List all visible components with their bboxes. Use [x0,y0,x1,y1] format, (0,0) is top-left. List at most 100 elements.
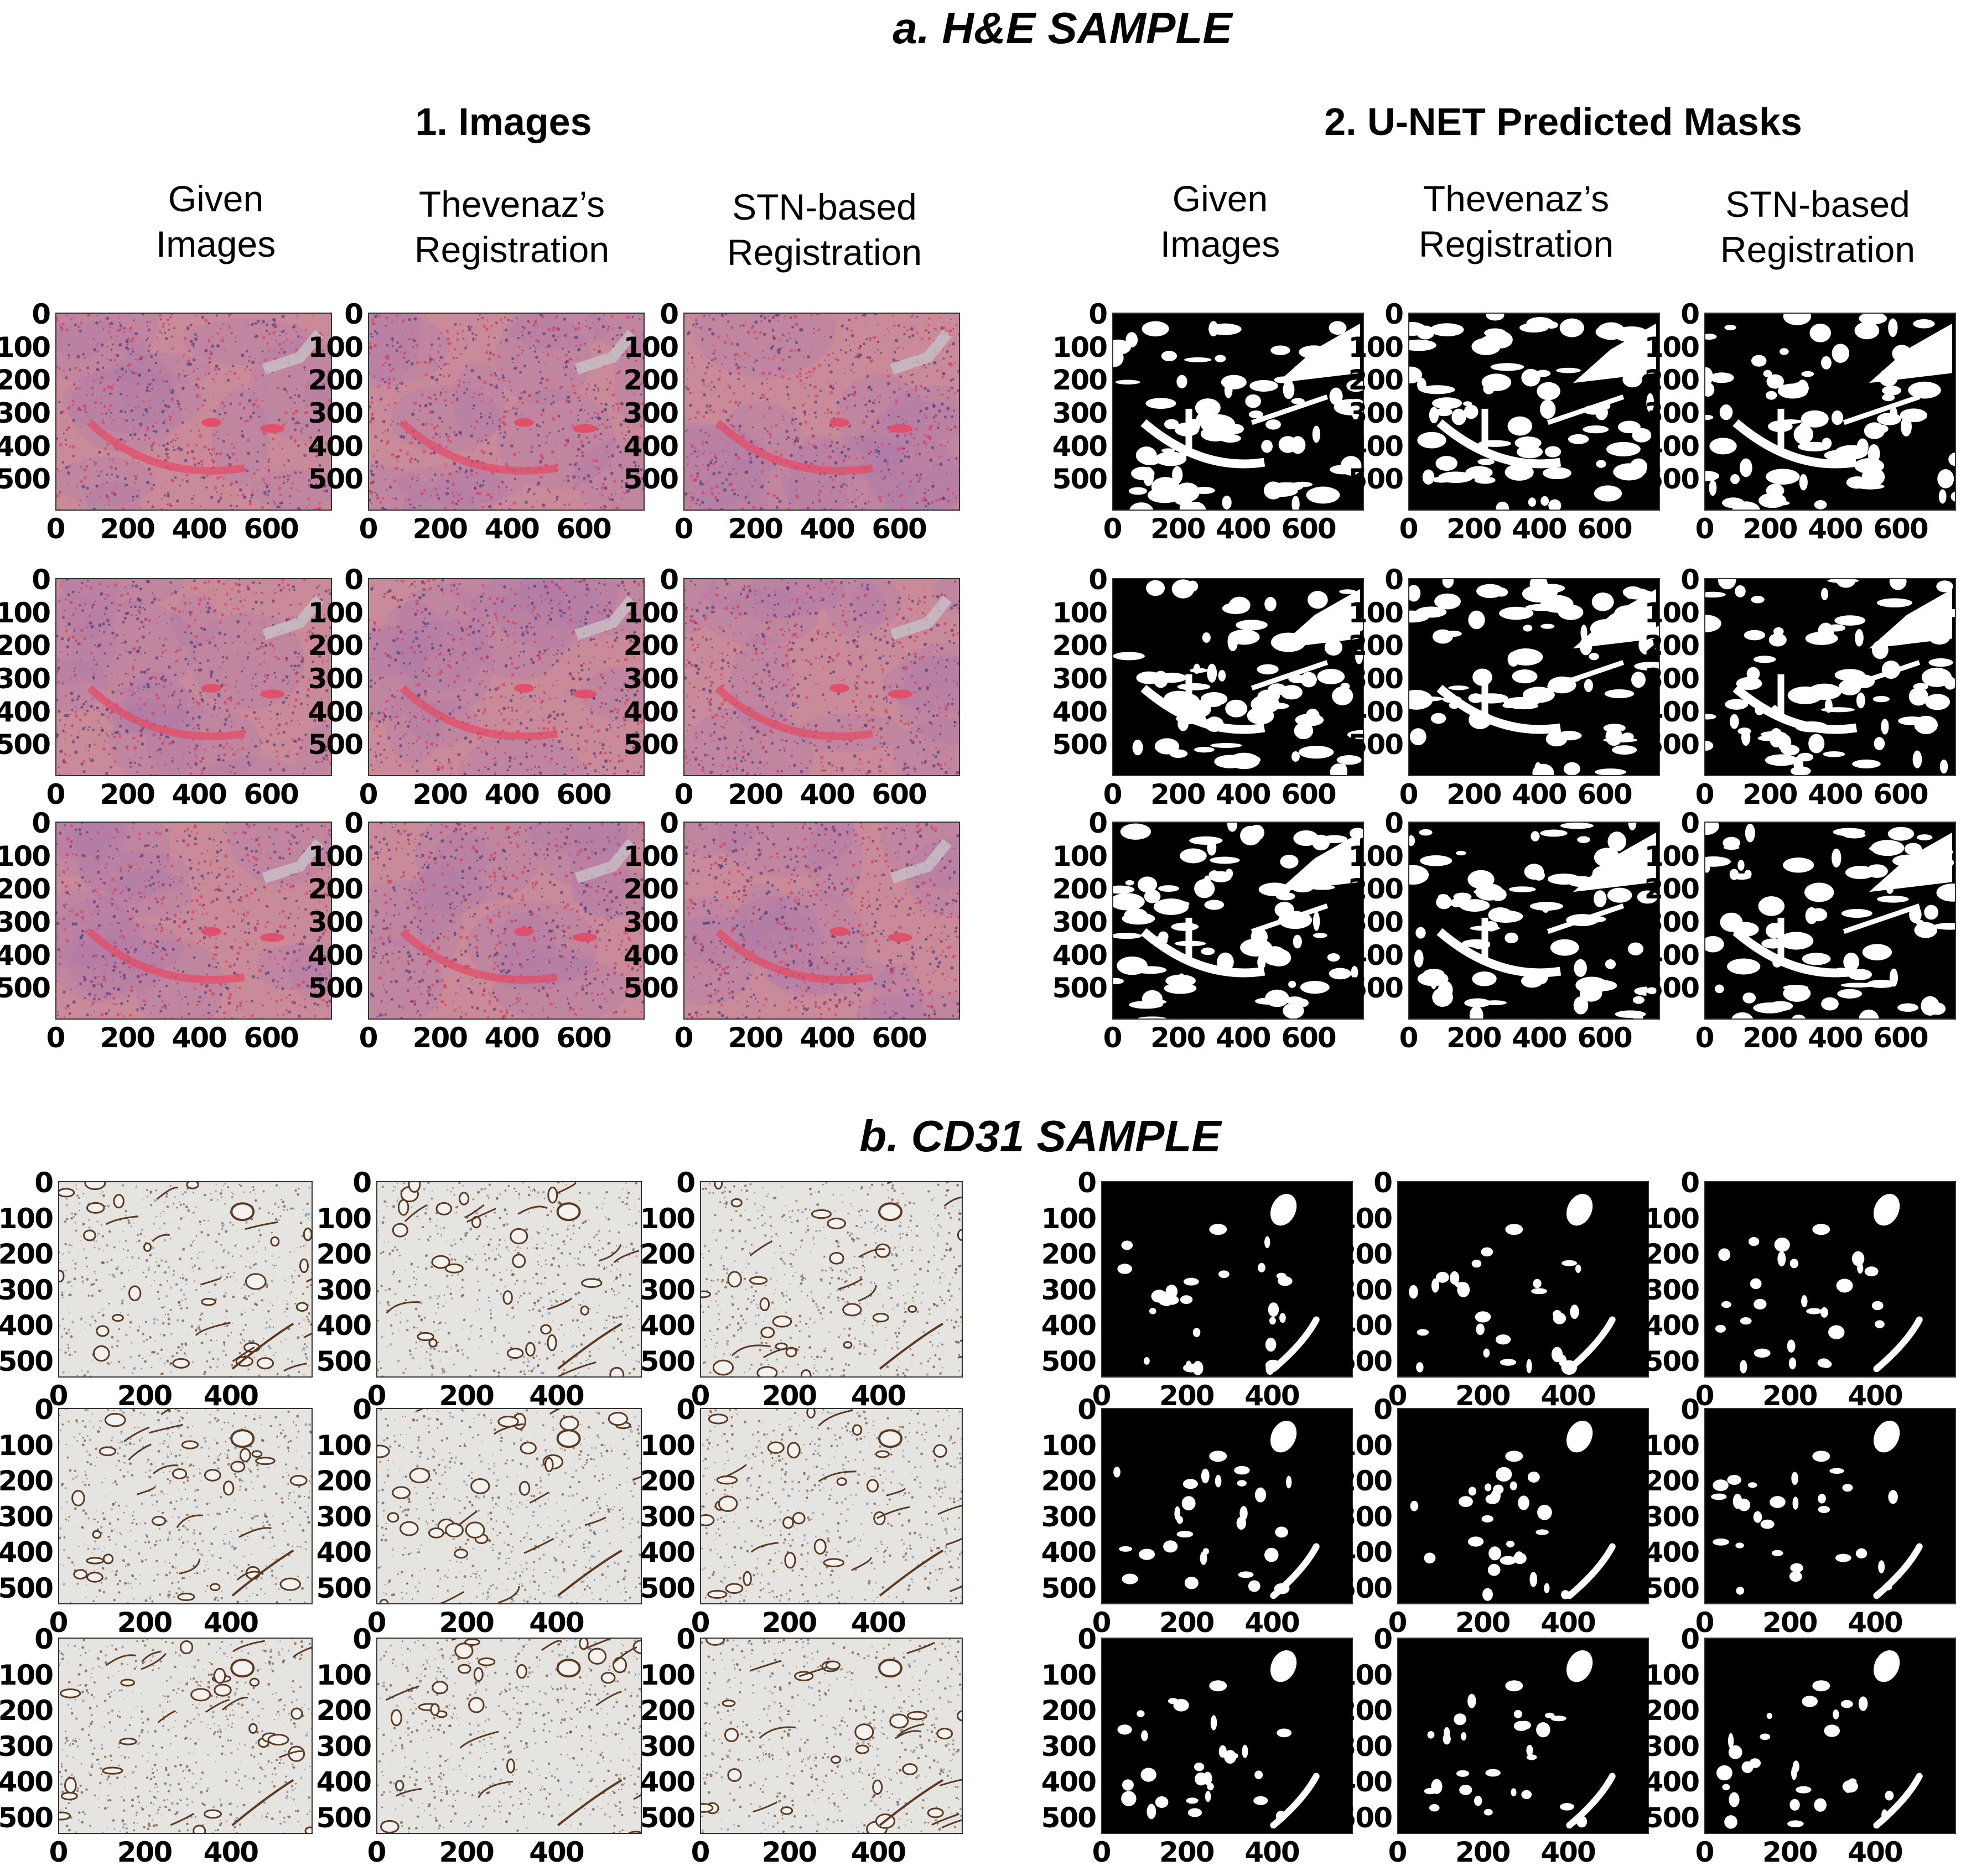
y-tick-label: 300 [1337,1500,1393,1533]
y-tick-label: 100 [1041,1202,1097,1235]
column-header-line-2: Registration [727,232,922,273]
y-tick-label: 300 [1041,1274,1097,1306]
y-tick-label: 200 [623,364,679,397]
cd31-mask-panel: 0 100 200 300 400 500 0 200 400 [1337,1396,1649,1636]
y-tick-label: 400 [308,939,364,971]
x-tick-label: 0 [49,1607,69,1639]
he-image [55,313,332,511]
cd31-mask-image [1704,1638,1956,1834]
x-tick-label: 400 [800,1022,855,1054]
y-tick-label: 500 [1052,972,1108,1005]
y-tick-label: 0 [676,1623,696,1655]
x-tick-label: 400 [1848,1380,1903,1412]
he-image [55,578,332,776]
section-b-title: b. CD31 SAMPLE [859,1111,1221,1161]
x-tick-label: 400 [172,1022,227,1054]
x-tick-label: 600 [1281,778,1336,810]
x-tick-label: 200 [1762,1836,1818,1868]
he-mask-panel: 0 100 200 300 400 500 0 200 400 600 [1348,300,1660,543]
y-tick-label: 300 [623,397,679,429]
x-tick-label: 400 [1216,513,1271,545]
y-tick-label: 100 [1348,840,1404,872]
cd31-panel: 0 100 200 300 400 500 0 200 400 [640,1169,963,1410]
y-tick-label: 100 [1348,331,1404,363]
y-tick-label: 400 [308,695,364,728]
x-tick-label: 200 [100,1022,155,1054]
x-tick-label: 400 [484,1022,540,1054]
y-tick-label: 500 [623,463,679,496]
cd31-image [700,1408,963,1604]
x-tick-label: 0 [367,1607,387,1639]
y-tick-label: 100 [1644,596,1700,629]
y-tick-label: 200 [0,364,51,397]
cd31-mask-panel: 0 100 200 300 400 500 0 200 400 [1041,1396,1353,1636]
x-tick-label: 200 [412,778,468,810]
y-tick-label: 300 [308,397,364,429]
y-tick-label: 100 [1644,1202,1700,1235]
he-panel: 0 100 200 300 400 500 0 200 400 600 [308,809,645,1052]
y-tick-label: 0 [1088,564,1108,596]
y-tick-label: 100 [1041,1659,1097,1691]
y-tick-label: 500 [1644,729,1700,761]
x-tick-label: 0 [1399,778,1419,810]
y-tick-label: 500 [1644,972,1700,1005]
y-tick-label: 300 [0,906,51,938]
column-header-line-2: Images [1160,224,1280,264]
y-tick-label: 200 [1337,1465,1393,1498]
x-tick-label: 400 [850,1380,906,1412]
y-tick-label: 200 [1337,1238,1393,1271]
x-tick-label: 400 [1512,1022,1567,1054]
he-mask-image [1112,578,1364,776]
y-tick-label: 200 [1337,1695,1393,1727]
y-tick-label: 500 [316,1345,372,1378]
y-tick-label: 100 [640,1429,696,1462]
he-mask-panel: 0 100 200 300 400 500 0 200 400 600 [1052,566,1364,808]
x-tick-label: 200 [1159,1836,1215,1868]
y-tick-label: 100 [1337,1202,1393,1235]
y-tick-label: 400 [1644,430,1700,462]
y-tick-label: 100 [1052,331,1108,363]
column-header-line-2: Registration [414,229,610,270]
x-tick-label: 0 [1399,513,1419,545]
he-image [368,313,645,511]
y-tick-label: 100 [308,840,364,872]
column-header-line-1: Given [1172,178,1268,219]
y-tick-label: 300 [0,397,51,429]
y-tick-label: 0 [1077,1394,1097,1426]
y-tick-label: 200 [640,1465,696,1498]
y-tick-label: 300 [1644,906,1700,938]
x-tick-label: 400 [1244,1380,1300,1412]
x-tick-label: 400 [800,513,855,545]
y-tick-label: 500 [1041,1345,1097,1378]
x-tick-label: 0 [1388,1380,1408,1412]
x-tick-label: 0 [1695,1836,1715,1868]
column-header-given-masks: Given Images [1160,176,1280,267]
cd31-mask-image [1704,1181,1956,1378]
cd31-mask-image [1101,1638,1353,1834]
y-tick-label: 200 [1644,630,1700,662]
cd31-panel: 0 100 200 300 400 500 0 200 400 [0,1625,313,1866]
he-mask-image [1112,313,1364,511]
x-tick-label: 200 [1446,513,1502,545]
he-mask-image [1408,578,1660,776]
column-header-line-2: Registration [1418,224,1614,264]
y-tick-label: 500 [1348,972,1404,1005]
y-tick-label: 200 [1644,873,1700,906]
y-tick-label: 300 [1337,1730,1393,1763]
cd31-mask-panel: 0 100 200 300 400 500 0 200 400 [1645,1169,1956,1410]
y-tick-label: 100 [1052,840,1108,872]
he-image [683,578,960,776]
x-tick-label: 200 [1150,778,1206,810]
y-tick-label: 400 [1052,939,1108,971]
y-tick-label: 0 [660,564,679,596]
x-tick-label: 0 [1388,1836,1408,1868]
x-tick-label: 0 [1103,778,1123,810]
y-tick-label: 100 [1644,1429,1700,1462]
x-tick-label: 200 [439,1836,495,1868]
x-tick-label: 200 [1150,1022,1206,1054]
y-tick-label: 100 [1337,1659,1393,1691]
x-tick-label: 200 [1742,778,1798,810]
cd31-panel: 0 100 200 300 400 500 0 200 400 [640,1625,963,1866]
x-tick-label: 600 [1281,513,1336,545]
x-tick-label: 0 [49,1836,69,1868]
